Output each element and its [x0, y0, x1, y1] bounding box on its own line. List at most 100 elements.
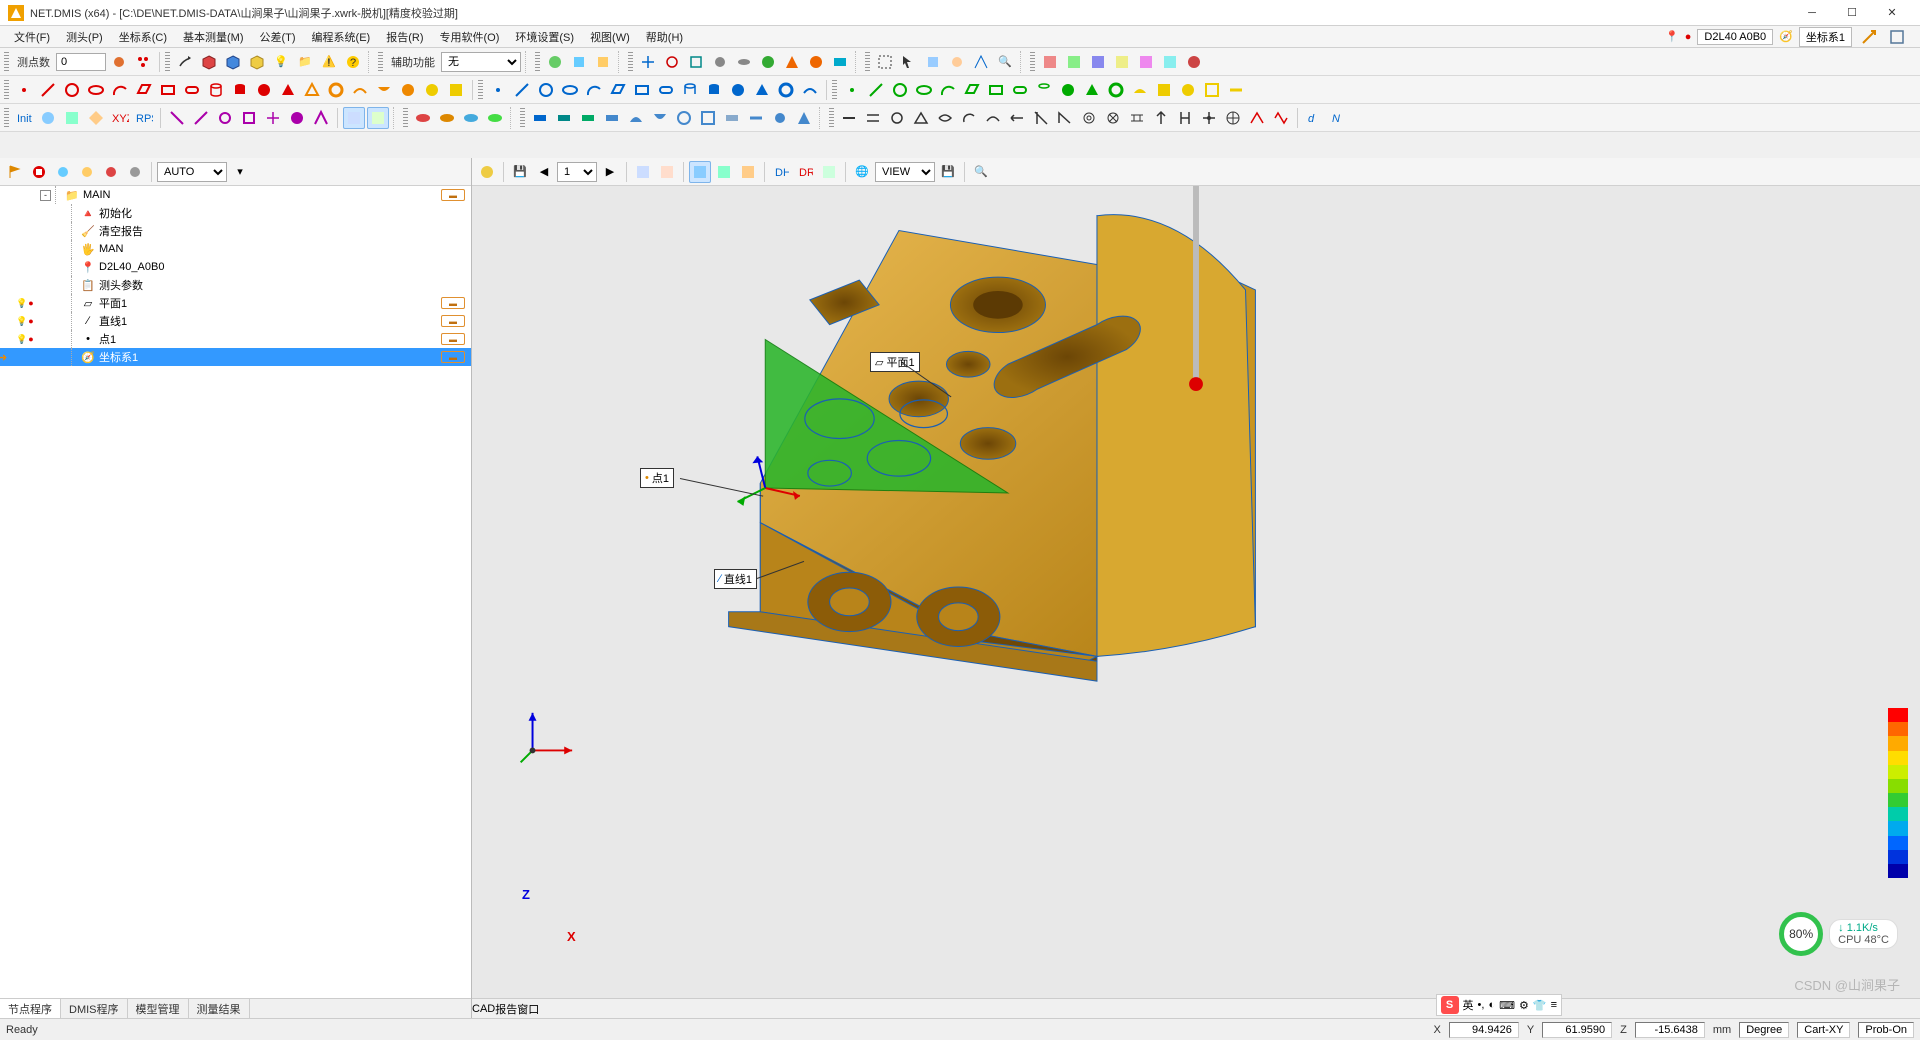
rt-view[interactable]: VIEW	[875, 162, 935, 182]
rt-c[interactable]	[689, 161, 711, 183]
tb3-init[interactable]: Init	[13, 107, 35, 129]
tol-3[interactable]	[886, 107, 908, 129]
menu-tool-1[interactable]	[1858, 26, 1880, 48]
tab-result[interactable]: 测量结果	[189, 999, 250, 1019]
tb1-bulb[interactable]: 💡	[270, 51, 292, 73]
sh-plane[interactable]	[133, 79, 155, 101]
rt-dr[interactable]: DR	[794, 161, 816, 183]
tb1-m2[interactable]	[1063, 51, 1085, 73]
tb1-h2[interactable]	[661, 51, 683, 73]
sh-rect[interactable]	[157, 79, 179, 101]
tol-b[interactable]: N	[1327, 107, 1349, 129]
tb1-cube-r[interactable]	[198, 51, 220, 73]
tree-row[interactable]: 🧹清空报告	[0, 222, 471, 240]
lt-1[interactable]	[52, 161, 74, 183]
g-cir[interactable]	[889, 79, 911, 101]
ime-punct[interactable]: •,	[1478, 999, 1485, 1011]
tb1-h9[interactable]	[829, 51, 851, 73]
tol-10[interactable]	[1054, 107, 1076, 129]
ime-menu[interactable]: ≡	[1551, 999, 1557, 1011]
rt-prev[interactable]: ◀	[533, 161, 555, 183]
sh-ellipse[interactable]	[85, 79, 107, 101]
tol-1[interactable]	[838, 107, 860, 129]
tb3-d5[interactable]	[262, 107, 284, 129]
tb3-f12[interactable]	[793, 107, 815, 129]
rt-save2[interactable]: 💾	[937, 161, 959, 183]
g-tor[interactable]	[1105, 79, 1127, 101]
lt-2[interactable]	[76, 161, 98, 183]
menu-env[interactable]: 环境设置(S)	[507, 27, 582, 47]
tb3-b[interactable]	[61, 107, 83, 129]
sh-sphere[interactable]	[253, 79, 275, 101]
tol-17[interactable]	[1222, 107, 1244, 129]
tb3-e4[interactable]	[484, 107, 506, 129]
sh-cone2[interactable]	[301, 79, 323, 101]
g-sph[interactable]	[1057, 79, 1079, 101]
tb3-f8[interactable]	[697, 107, 719, 129]
sh-slot[interactable]	[181, 79, 203, 101]
rt-f[interactable]	[818, 161, 840, 183]
tol-11[interactable]	[1078, 107, 1100, 129]
menu-probe[interactable]: 测头(P)	[58, 27, 111, 47]
tb3-d3[interactable]	[214, 107, 236, 129]
menu-tool-2[interactable]	[1886, 26, 1908, 48]
tb1-sel1[interactable]	[874, 51, 896, 73]
tree-row[interactable]: 🖐MAN	[0, 240, 471, 258]
tb1-h6[interactable]	[757, 51, 779, 73]
tb1-g3[interactable]	[592, 51, 614, 73]
rt-d[interactable]	[713, 161, 735, 183]
c-cir[interactable]	[535, 79, 557, 101]
menu-help[interactable]: 帮助(H)	[638, 27, 691, 47]
tb1-m5[interactable]	[1135, 51, 1157, 73]
lt-flag[interactable]	[4, 161, 26, 183]
tb3-xyz[interactable]: XYZ	[109, 107, 131, 129]
g-pln[interactable]	[961, 79, 983, 101]
tree-row[interactable]: 📋测头参数	[0, 276, 471, 294]
g-pt[interactable]	[841, 79, 863, 101]
tb1-h8[interactable]	[805, 51, 827, 73]
lt-3[interactable]	[100, 161, 122, 183]
menu-cs[interactable]: 坐标系(C)	[111, 27, 175, 47]
tb3-f10[interactable]	[745, 107, 767, 129]
lt-auto[interactable]: AUTO	[157, 162, 227, 182]
tree-row[interactable]: 💡●▱平面1▬	[0, 294, 471, 312]
tb1-h3[interactable]	[685, 51, 707, 73]
tree-row[interactable]: -📁MAIN▬	[0, 186, 471, 204]
g-s5[interactable]	[1225, 79, 1247, 101]
sh-surf5[interactable]	[445, 79, 467, 101]
c-cyl[interactable]	[679, 79, 701, 101]
c-pt[interactable]	[487, 79, 509, 101]
g-s3[interactable]	[1177, 79, 1199, 101]
menu-file[interactable]: 文件(F)	[6, 27, 58, 47]
tree-row[interactable]: 📍D2L40_A0B0	[0, 258, 471, 276]
tb3-f7[interactable]	[673, 107, 695, 129]
tree-row[interactable]: ➜🧭坐标系1▬	[0, 348, 471, 366]
tb1-h5[interactable]	[733, 51, 755, 73]
rt-zoom[interactable]: 🔍	[970, 161, 992, 183]
tol-12[interactable]	[1102, 107, 1124, 129]
sh-surf1[interactable]	[349, 79, 371, 101]
menu-soft[interactable]: 专用软件(O)	[432, 27, 508, 47]
tb1-cube-y[interactable]	[246, 51, 268, 73]
tree-row[interactable]: 💡●∕直线1▬	[0, 312, 471, 330]
ime-kb[interactable]: ⌨	[1499, 999, 1515, 1012]
tb3-rps[interactable]: RPS	[133, 107, 155, 129]
points-input[interactable]	[56, 53, 106, 71]
sh-surf4[interactable]	[421, 79, 443, 101]
tol-6[interactable]	[958, 107, 980, 129]
tol-18[interactable]	[1246, 107, 1268, 129]
g-ell[interactable]	[913, 79, 935, 101]
minimize-button[interactable]: ─	[1792, 0, 1832, 26]
lt-4[interactable]	[124, 161, 146, 183]
tree-row[interactable]: 💡●•点1▬	[0, 330, 471, 348]
tb1-m4[interactable]	[1111, 51, 1133, 73]
tb1-btn-1[interactable]	[108, 51, 130, 73]
tol-2[interactable]	[862, 107, 884, 129]
tb3-d1[interactable]	[166, 107, 188, 129]
c-ln[interactable]	[511, 79, 533, 101]
sh-surf2[interactable]	[373, 79, 395, 101]
rt-1[interactable]	[476, 161, 498, 183]
tb3-f1[interactable]	[529, 107, 551, 129]
tb1-h1[interactable]	[637, 51, 659, 73]
maximize-button[interactable]: ☐	[1832, 0, 1872, 26]
